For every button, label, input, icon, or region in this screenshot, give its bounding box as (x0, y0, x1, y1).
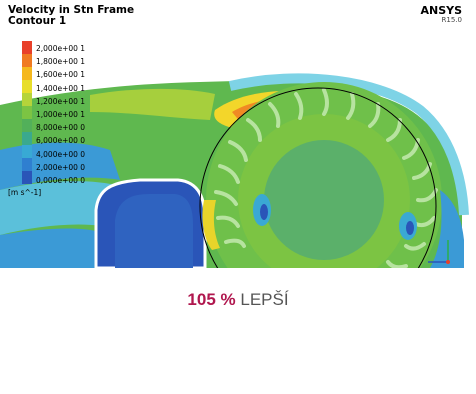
legend-label: 1,200e+00 1 (36, 96, 86, 106)
legend-label: 1,600e+00 1 (36, 70, 86, 80)
version-label: R15.0 (441, 16, 462, 24)
legend-label: 1,000e+00 1 (36, 110, 86, 119)
plot-title-line1: Velocity in Stn Frame (8, 4, 135, 16)
legend-swatch (22, 41, 32, 54)
legend-label: 6,000e+00 0 (36, 136, 86, 146)
legend-swatch (22, 171, 32, 184)
legend-label: 2,000e+00 0 (36, 162, 86, 172)
plot-title: Velocity in Stn Frame Contour 1 (8, 5, 134, 27)
ansys-logo: ANSYS R15.0 (420, 5, 462, 24)
legend-swatch (22, 80, 32, 93)
legend-swatch (22, 132, 32, 145)
legend-swatch (22, 145, 32, 158)
improvement-caption: 105 % LEPŠÍ (0, 290, 476, 310)
legend-label: 1,800e+00 1 (36, 57, 86, 67)
legend-swatch (22, 93, 32, 106)
legend-colorbar (22, 41, 32, 184)
legend-swatch (22, 119, 32, 132)
unit-label: [m s^-1] (8, 188, 42, 197)
axis-triad-icon (428, 240, 450, 264)
legend-label: 1,400e+00 1 (36, 83, 86, 93)
legend-swatch (22, 67, 32, 80)
legend-swatch (22, 158, 32, 171)
legend-label: 4,000e+00 0 (36, 149, 86, 159)
legend-label: 0,000e+00 0 (36, 176, 86, 185)
legend-swatch (22, 54, 32, 67)
improvement-word: LEPŠÍ (240, 290, 289, 309)
plot-title-line2: Contour 1 (8, 15, 67, 27)
improvement-value: 105 % (187, 290, 236, 309)
cfd-contour-plot (0, 0, 476, 268)
brand-name: ANSYS (420, 4, 462, 17)
legend-label: 2,000e+00 1 (36, 44, 86, 53)
legend-swatch (22, 106, 32, 119)
legend-label: 8,000e+00 0 (36, 123, 86, 133)
